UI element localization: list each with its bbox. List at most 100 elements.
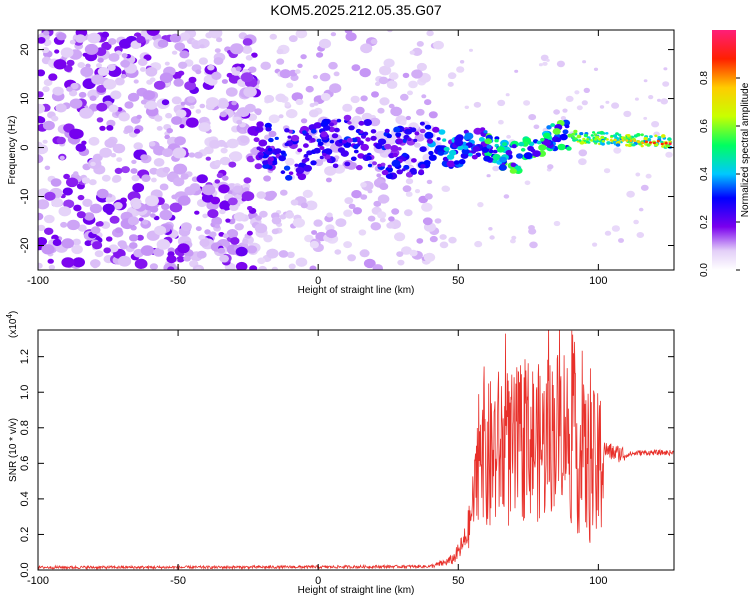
heatmap-cell <box>326 212 333 218</box>
heatmap-cell <box>662 81 670 87</box>
heatmap-cell <box>153 158 165 167</box>
heatmap-cell <box>405 115 411 121</box>
heatmap-cell <box>217 99 229 109</box>
heatmap-cell <box>255 127 261 132</box>
heatmap-cell <box>576 134 582 139</box>
colorbar-tick-label: 0.6 <box>699 119 710 133</box>
heatmap-cell <box>318 38 332 49</box>
heatmap-cell <box>243 86 257 98</box>
heatmap-cell <box>195 267 202 270</box>
heatmap-cell <box>91 74 105 85</box>
heatmap-cell <box>228 197 238 206</box>
heatmap-cell <box>47 258 54 264</box>
heatmap-cell <box>402 185 412 193</box>
heatmap-cell <box>370 38 378 45</box>
heatmap-cell <box>69 39 76 45</box>
heatmap-cell <box>310 160 317 166</box>
heatmap-cell <box>157 39 169 48</box>
heatmap-cell <box>77 224 87 232</box>
heatmap-cell <box>384 128 390 133</box>
heatmap-cell <box>166 128 173 134</box>
heatmap-cell <box>428 150 434 156</box>
heatmap-cell <box>269 33 277 40</box>
heatmap-cell <box>116 157 123 163</box>
heatmap-cell <box>410 169 417 175</box>
heatmap-cell <box>171 50 178 55</box>
y-tick-label: 0 <box>19 144 31 150</box>
heatmap-cell <box>195 109 202 114</box>
heatmap-cell <box>75 143 87 152</box>
heatmap-cell <box>502 142 507 147</box>
heatmap-cell <box>260 61 272 70</box>
heatmap-cell <box>105 197 113 203</box>
heatmap-cell <box>379 65 392 76</box>
heatmap-cell <box>303 143 309 148</box>
heatmap-cell <box>645 173 652 179</box>
heatmap-cell <box>414 131 420 136</box>
heatmap-cell <box>344 161 351 167</box>
heatmap-cell <box>395 132 402 138</box>
heatmap-cell <box>308 109 319 118</box>
heatmap-cell <box>605 132 609 135</box>
heatmap-cell <box>474 240 483 248</box>
heatmap-cell <box>242 238 249 244</box>
heatmap-cell <box>359 68 371 78</box>
heatmap-cell <box>42 86 50 93</box>
heatmap-cell <box>285 174 293 181</box>
heatmap-cell <box>439 241 449 249</box>
heatmap-cell <box>107 64 116 71</box>
heatmap-cell <box>555 137 562 143</box>
heatmap-cell <box>578 139 582 142</box>
heatmap-x-axis-label: Height of straight line (km) <box>298 285 415 296</box>
heatmap-cell <box>171 96 182 105</box>
heatmap-cell <box>219 156 231 166</box>
heatmap-cell <box>329 83 342 94</box>
heatmap-cell <box>77 194 85 201</box>
heatmap-cell <box>175 109 187 118</box>
heatmap-cell <box>473 101 482 108</box>
heatmap-cell <box>159 209 173 221</box>
heatmap-cell <box>41 244 55 255</box>
heatmap-cell <box>108 38 117 45</box>
heatmap-cell <box>335 218 347 228</box>
heatmap-cell <box>311 230 318 235</box>
heatmap-cell <box>51 115 59 122</box>
snr-x-axis-label: Height of straight line (km) <box>298 585 415 596</box>
heatmap-cell <box>560 116 567 121</box>
heatmap-cell <box>381 169 389 176</box>
heatmap-cell <box>409 50 415 55</box>
heatmap-cell <box>316 52 324 58</box>
heatmap-cell <box>660 98 668 105</box>
heatmap-cell <box>492 165 500 172</box>
heatmap-cell <box>227 190 233 195</box>
heatmap-cell <box>114 227 123 234</box>
heatmap-cell <box>392 152 398 158</box>
heatmap-cell <box>461 148 470 155</box>
heatmap-cell <box>387 164 392 169</box>
heatmap-cell <box>416 62 427 72</box>
heatmap-cell <box>303 153 309 158</box>
heatmap-cell <box>377 107 385 114</box>
heatmap-cell <box>424 131 434 139</box>
heatmap-cell <box>464 105 469 110</box>
heatmap-cell <box>319 155 324 160</box>
heatmap-cell <box>199 103 206 109</box>
heatmap-cell <box>55 103 67 113</box>
heatmap-cell <box>179 32 191 41</box>
heatmap-cell <box>652 141 657 145</box>
heatmap-cell <box>119 243 128 250</box>
heatmap-cell <box>169 33 181 43</box>
snr-multiplier: (x104) <box>5 311 19 338</box>
heatmap-cell <box>413 142 421 148</box>
heatmap-cell <box>229 43 244 55</box>
heatmap-cell <box>48 264 56 270</box>
heatmap-cell <box>290 199 299 206</box>
heatmap-cell <box>342 103 353 112</box>
heatmap-cell <box>344 30 353 34</box>
heatmap-cell <box>124 125 134 133</box>
heatmap-cell <box>623 110 632 118</box>
heatmap-cell <box>66 219 80 231</box>
heatmap-cell <box>225 87 238 97</box>
heatmap-cell <box>97 67 110 76</box>
